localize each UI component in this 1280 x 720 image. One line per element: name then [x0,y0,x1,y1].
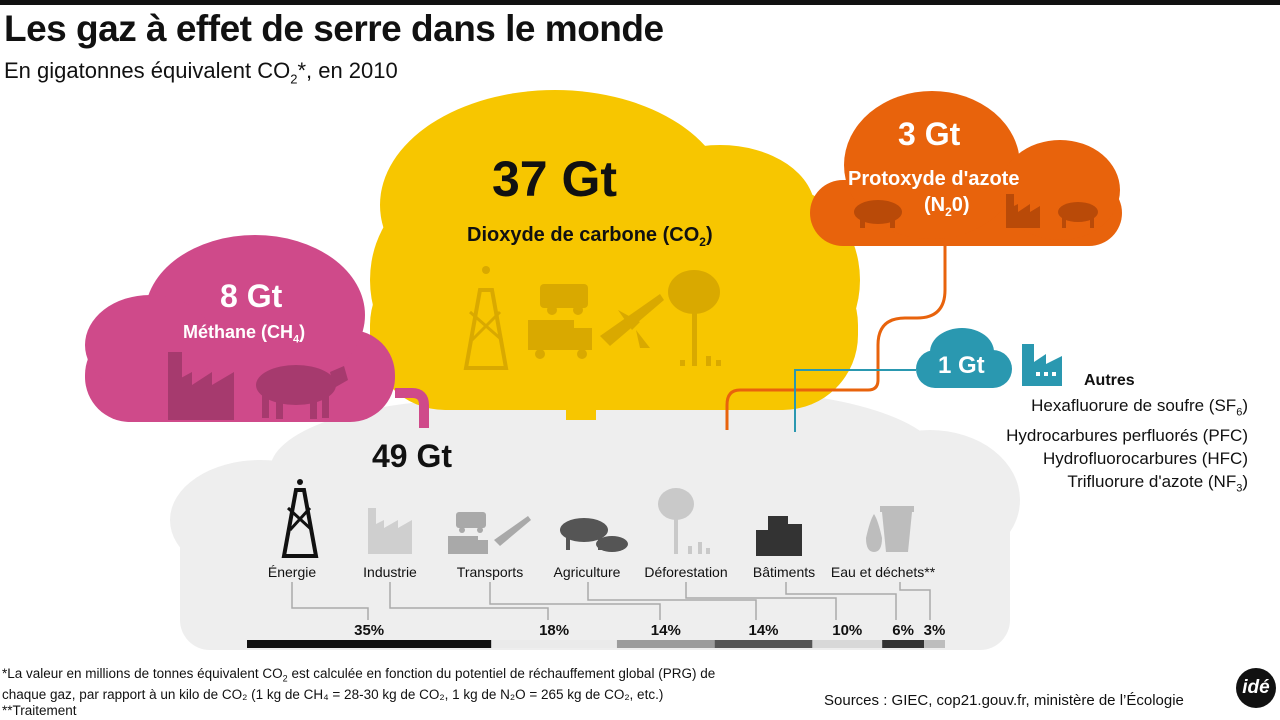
autres-item: Hexafluorure de soufre (SF6) [1031,396,1248,419]
footnote: *La valeur en millions de tonnes équival… [2,666,716,718]
ch4-value: 8 Gt [220,278,283,314]
category-label: Déforestation [644,564,728,580]
bar-segment-4 [714,640,813,648]
page-title: Les gaz à effet de serre dans le monde [4,8,664,49]
factory-icon [1022,344,1062,386]
van-icon [540,284,588,315]
pig-icon [854,200,902,228]
truck-icon [448,536,488,554]
oil-derrick-icon [281,479,319,558]
percentage-label: 6% [892,622,914,639]
percentage-label: 35% [354,622,385,639]
autres-item: Hydrofluorocarbures (HFC) [1043,449,1248,469]
percentage-label: 18% [539,622,570,639]
category-label: Bâtiments [752,564,816,580]
n2o-label: Protoxyde d'azote [848,168,1020,190]
plane-icon [600,294,664,348]
autres-list: Hexafluorure de soufre (SF6) Hydrocarbure… [1006,394,1248,501]
cow-icon [1058,202,1098,228]
oil-derrick-icon [463,266,509,370]
percentage-label: 10% [832,622,863,639]
category-label: Eau et déchets** [830,564,936,580]
waste-icon [866,506,914,552]
factory-icon [168,352,234,420]
bar-segment-6 [882,640,925,648]
publisher-logo: idé [1236,668,1276,708]
page-subtitle: En gigatonnes équivalent CO2*, en 2010 [4,58,398,87]
co2-cloud [370,90,860,420]
leader-lines [291,582,931,620]
ch4-label: Méthane (CH4) [183,322,306,346]
autres-title: Autres [1084,372,1135,389]
tree-icon [668,270,721,366]
autres-cloud [916,328,1012,388]
stacked-bar [247,640,945,648]
top-rule [0,0,1280,5]
plane-icon [494,516,531,546]
bar-segment-5 [812,640,883,648]
bar-segment-7 [924,640,945,648]
total-value: 49 Gt [372,438,453,474]
category-label: Industrie [363,564,417,580]
buildings-icon [756,516,802,556]
truck-icon [528,320,592,359]
co2-label: Dioxyde de carbone (CO2) [467,224,713,249]
percentage-label: 14% [650,622,681,639]
sources: Sources : GIEC, cop21.gouv.fr, ministère… [824,692,1184,709]
autres-item: Hydrocarbures perfluorés (PFC) [1006,426,1248,446]
percentage-label: 14% [748,622,779,639]
autres-item: Trifluorure d'azote (NF3) [1067,472,1248,495]
van-icon [456,512,486,533]
autres-value: 1 Gt [938,352,985,379]
category-label: Énergie [267,564,317,580]
cow-icon [256,365,348,419]
factory-icon [368,508,412,554]
bar-segment-3 [616,640,715,648]
co2-value: 37 Gt [492,151,618,207]
n2o-formula: (N20) [924,194,970,219]
bar-segment-1 [247,640,492,648]
bar-segment-2 [491,640,617,648]
percentage-label: 3% [923,622,946,639]
factory-icon [1006,194,1040,228]
category-label: Transports [456,564,524,580]
tree-icon [658,488,710,554]
pig-icon [596,536,628,552]
n2o-value: 3 Gt [898,116,961,152]
category-label: Agriculture [553,564,621,580]
